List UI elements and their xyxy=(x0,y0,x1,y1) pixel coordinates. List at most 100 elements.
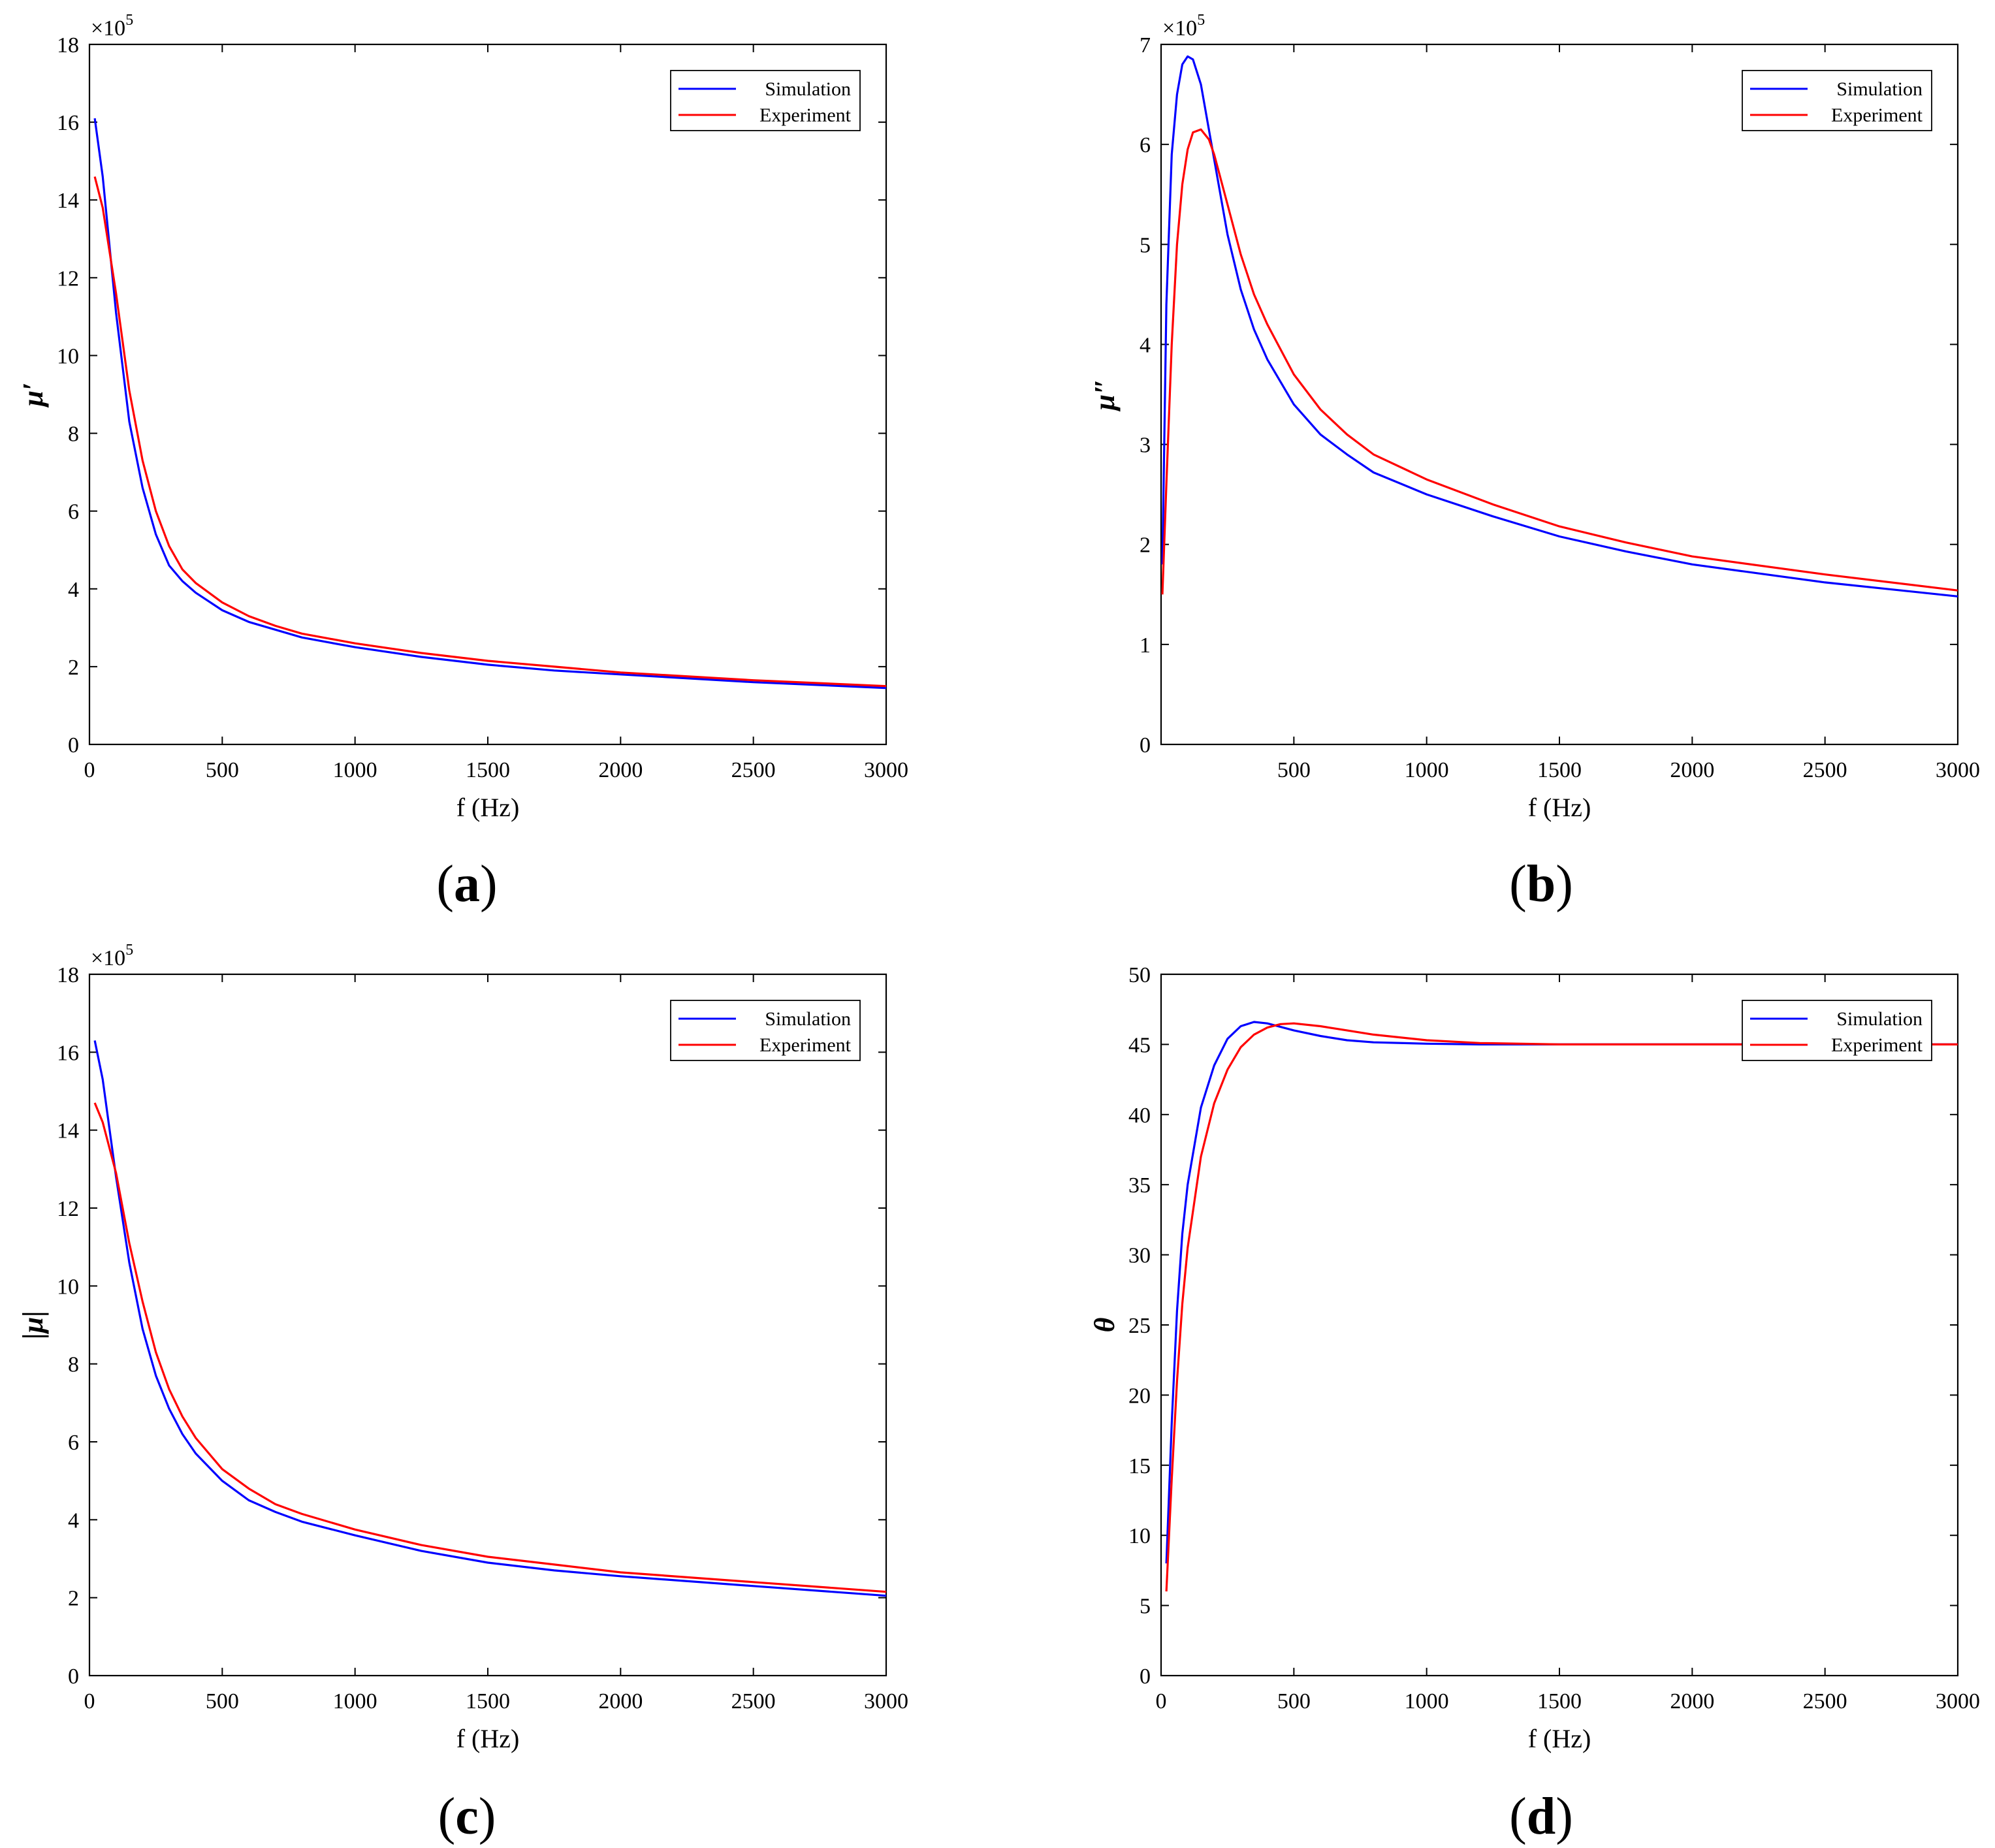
series-line-simulation xyxy=(1165,1021,1958,1564)
x-tick-label: 1500 xyxy=(1537,1689,1582,1713)
y-axis-label: θ xyxy=(1089,1317,1121,1332)
y-tick-label: 45 xyxy=(1128,1033,1151,1057)
y-tick-label: 50 xyxy=(1128,963,1151,987)
panel-label-d: (d) xyxy=(1509,1788,1573,1845)
panel-label-c: (c) xyxy=(438,1788,496,1845)
x-tick-label: 1000 xyxy=(1405,1689,1449,1713)
series-line-experiment xyxy=(1161,128,1958,595)
y-axis-multiplier: ×105 xyxy=(91,942,133,970)
y-tick-label: 35 xyxy=(1128,1173,1151,1198)
plot-area-frame xyxy=(88,973,887,1677)
y-tick-label: 1 xyxy=(1140,633,1151,658)
x-tick-label: 2000 xyxy=(598,1689,643,1713)
y-tick-label: 0 xyxy=(1140,733,1151,757)
y-tick-label: 2 xyxy=(68,656,79,680)
x-tick-label: 1000 xyxy=(333,1689,377,1713)
x-tick-label: 2500 xyxy=(731,758,776,782)
y-tick-label: 14 xyxy=(57,1119,79,1143)
y-tick-label: 5 xyxy=(1140,1595,1151,1619)
x-axis-label: f (Hz) xyxy=(1528,1724,1591,1753)
y-tick-label: 18 xyxy=(57,33,79,57)
x-axis-label: f (Hz) xyxy=(456,793,520,822)
y-axis-label: |μ| xyxy=(17,1311,49,1339)
x-tick-label: 500 xyxy=(206,758,239,782)
x-tick-label: 3000 xyxy=(1936,758,1980,782)
chart-panel-a: 0 500 1000 1500 2000 2500 3000 0 2 4 6 8 10 12 14 16 18 ×… xyxy=(17,12,908,913)
plot-area-frame xyxy=(1160,973,1959,1677)
y-tick-label: 10 xyxy=(57,344,79,368)
series-line-experiment xyxy=(93,1102,886,1593)
chart-panel-b: 500 1000 1500 2000 2500 3000 0 1 2 3 4 5 6 7 ×105 f (Hz… xyxy=(1089,12,1980,913)
y-tick-label: 14 xyxy=(57,189,79,213)
y-tick-label: 18 xyxy=(57,963,79,987)
y-tick-label: 0 xyxy=(1140,1665,1151,1689)
x-tick-label: 2500 xyxy=(1803,1689,1847,1713)
x-tick-label: 500 xyxy=(206,1689,239,1713)
legend-box xyxy=(670,1000,861,1061)
x-tick-label: 1500 xyxy=(1537,758,1582,782)
x-tick-label: 2500 xyxy=(1803,758,1847,782)
legend-box xyxy=(670,70,861,131)
y-tick-label: 8 xyxy=(68,1353,79,1377)
y-tick-label: 25 xyxy=(1128,1314,1151,1338)
y-tick-label: 6 xyxy=(68,1431,79,1455)
y-tick-label: 7 xyxy=(1140,33,1151,57)
y-tick-label: 16 xyxy=(57,111,79,135)
chart-panel-d: 0 500 1000 1500 2000 2500 3000 0 5 10 15 20 25 30 35 40… xyxy=(1089,963,1980,1845)
x-axis-label: f (Hz) xyxy=(1528,793,1591,822)
x-tick-label: 2000 xyxy=(1670,758,1714,782)
y-tick-label: 4 xyxy=(68,1508,79,1533)
legend-label-simulation: Simulation xyxy=(765,1008,851,1030)
y-tick-label: 10 xyxy=(57,1275,79,1299)
y-tick-label: 0 xyxy=(68,733,79,757)
legend-label-simulation: Simulation xyxy=(1836,78,1923,100)
y-tick-label: 5 xyxy=(1140,233,1151,257)
x-tick-label: 1000 xyxy=(333,758,377,782)
y-tick-label: 40 xyxy=(1128,1104,1151,1128)
y-tick-label: 12 xyxy=(57,266,79,291)
panel-label-b: (b) xyxy=(1509,855,1573,913)
y-tick-label: 2 xyxy=(68,1587,79,1611)
series-line-simulation xyxy=(93,118,886,690)
legend-label-simulation: Simulation xyxy=(1836,1008,1923,1030)
x-tick-label: 500 xyxy=(1277,1689,1311,1713)
y-tick-label: 16 xyxy=(57,1041,79,1065)
y-tick-label: 30 xyxy=(1128,1244,1151,1268)
x-tick-label: 2500 xyxy=(731,1689,776,1713)
plot-area-frame xyxy=(1160,43,1959,746)
legend-box xyxy=(1742,70,1932,131)
x-tick-label: 2000 xyxy=(1670,1689,1714,1713)
y-tick-label: 6 xyxy=(68,500,79,524)
x-tick-label: 3000 xyxy=(864,758,908,782)
legend-label-experiment: Experiment xyxy=(1831,104,1923,126)
series-line-experiment xyxy=(1165,1022,1958,1592)
y-tick-label: 20 xyxy=(1128,1384,1151,1408)
y-tick-label: 10 xyxy=(1128,1524,1151,1548)
y-tick-label: 6 xyxy=(1140,133,1151,157)
legend-label-experiment: Experiment xyxy=(1831,1034,1923,1056)
chart-panel-c: 0 500 1000 1500 2000 2500 3000 0 2 4 6 8 10 12 14 16 18 ×… xyxy=(17,942,908,1845)
x-tick-label: 0 xyxy=(84,1689,95,1713)
panel-label-a: (a) xyxy=(436,855,497,913)
x-tick-label: 1500 xyxy=(466,1689,510,1713)
legend-label-experiment: Experiment xyxy=(759,104,852,126)
y-tick-label: 2 xyxy=(1140,534,1151,558)
y-tick-label: 15 xyxy=(1128,1454,1151,1478)
x-tick-label: 3000 xyxy=(864,1689,908,1713)
x-tick-label: 1500 xyxy=(466,758,510,782)
series-line-simulation xyxy=(1161,55,1958,597)
y-axis-multiplier: ×105 xyxy=(91,12,133,40)
y-tick-label: 8 xyxy=(68,422,79,447)
y-tick-label: 4 xyxy=(68,578,79,602)
x-tick-label: 500 xyxy=(1277,758,1311,782)
plot-area-frame xyxy=(88,43,887,746)
series-line-experiment xyxy=(93,176,886,688)
y-axis-label: μ′ xyxy=(17,383,49,408)
x-tick-label: 0 xyxy=(1156,1689,1167,1713)
y-tick-label: 0 xyxy=(68,1665,79,1689)
x-tick-label: 0 xyxy=(84,758,95,782)
y-axis-multiplier: ×105 xyxy=(1162,12,1205,40)
x-tick-label: 1000 xyxy=(1405,758,1449,782)
y-tick-label: 12 xyxy=(57,1197,79,1221)
